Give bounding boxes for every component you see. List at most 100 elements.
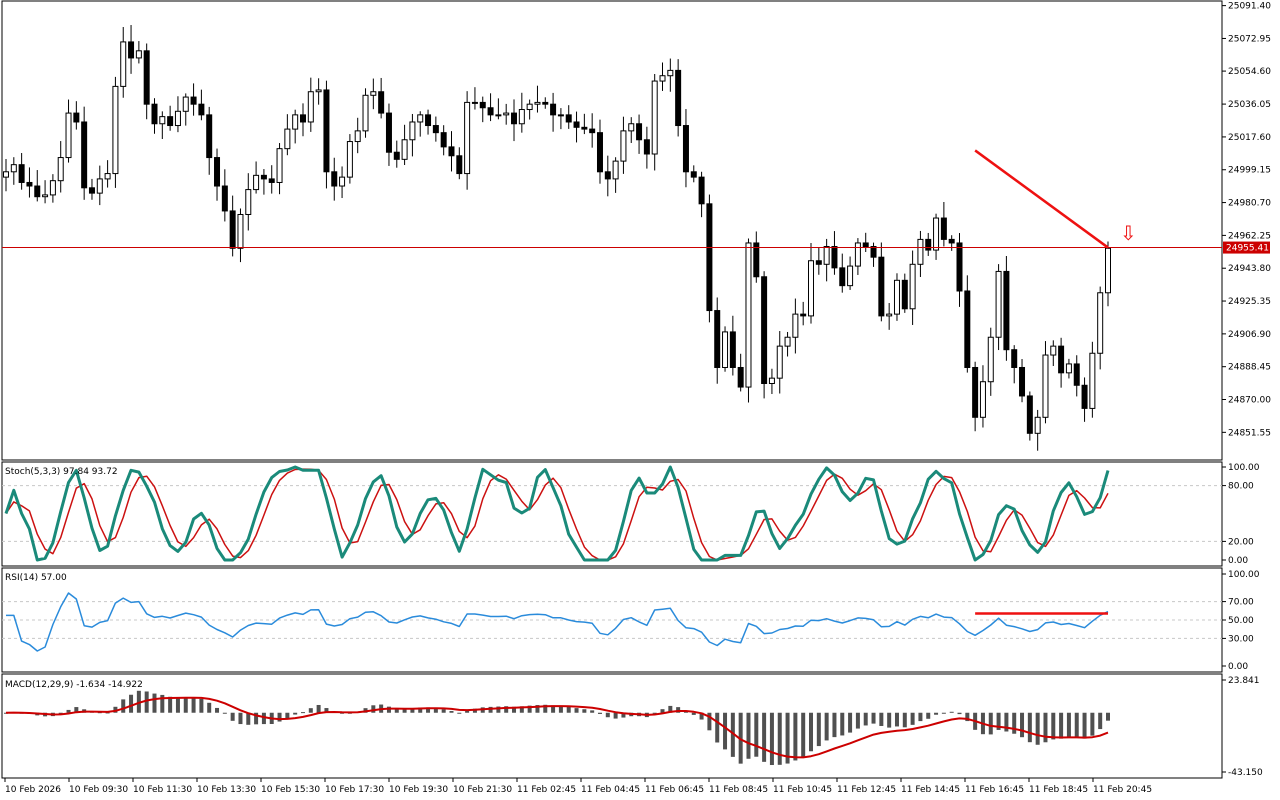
candle-body [768, 377, 775, 384]
indicator-tick-label: 30.00 [1228, 634, 1254, 644]
price-tick-label: 25054.60 [1228, 67, 1271, 77]
macd-histogram-bar [97, 712, 102, 714]
price-tick-label: 25072.95 [1228, 34, 1271, 44]
rsi-line [6, 592, 1109, 652]
candle-body [800, 313, 807, 317]
candle-body [667, 69, 674, 77]
candle-body [88, 187, 95, 194]
stochastic-signal-line [5, 468, 1109, 561]
candle-body [81, 121, 88, 189]
candle-body [808, 260, 815, 317]
candle-body [167, 116, 174, 127]
macd-histogram-bar [660, 709, 665, 713]
candle-body [1058, 345, 1065, 374]
macd-histogram-bar [300, 712, 305, 714]
macd-histogram-bar [152, 693, 157, 713]
macd-histogram-bar [230, 712, 235, 721]
macd-histogram-bar [551, 705, 556, 713]
macd-histogram-bar [777, 712, 782, 765]
macd-histogram-bar [1035, 712, 1040, 745]
macd-signal-line [5, 696, 1109, 759]
candle-body [495, 114, 502, 117]
time-tick-label: 11 Feb 16:45 [965, 785, 1024, 795]
candle-body [901, 279, 908, 310]
candle-body [18, 164, 25, 183]
candle-body [448, 146, 455, 157]
candle-body [815, 260, 822, 265]
macd-histogram-bar [449, 711, 454, 713]
candle-body [511, 112, 518, 125]
candle-body [174, 110, 181, 127]
candle-body [315, 89, 322, 93]
candle-body [229, 210, 236, 249]
macd-histogram-bar [1098, 712, 1103, 730]
candle-body [346, 141, 353, 178]
candle-body [979, 381, 986, 418]
macd-histogram-bar [1020, 712, 1025, 738]
candle-body [682, 125, 689, 173]
candle-body [690, 171, 697, 178]
candle-body [1065, 363, 1072, 374]
time-tick-label: 11 Feb 02:45 [517, 785, 576, 795]
candle-body [847, 265, 854, 287]
candle-body [206, 114, 213, 159]
macd-histogram-bar [183, 697, 188, 713]
candle-body [542, 101, 549, 105]
time-tick-label: 10 Feb 13:30 [197, 785, 256, 795]
macd-histogram-bar [1090, 712, 1095, 736]
time-tick-label: 11 Feb 10:45 [773, 785, 832, 795]
candle-body [3, 171, 9, 178]
indicator-tick-label: 20.00 [1228, 537, 1254, 547]
candle-body [370, 91, 377, 96]
macd-histogram-bar [426, 707, 431, 713]
candle-body [878, 256, 885, 317]
time-tick-label: 11 Feb 12:45 [837, 785, 896, 795]
candle-body [440, 132, 447, 148]
candle-body [292, 114, 299, 130]
indicator-tick-label: 80.00 [1228, 482, 1254, 492]
macd-histogram-bar [136, 690, 141, 713]
macd-histogram-bar [222, 712, 227, 714]
candle-body [698, 176, 705, 205]
time-tick-label: 10 Feb 19:30 [389, 785, 448, 795]
candle-body [245, 189, 252, 215]
macd-histogram-bar [4, 712, 8, 714]
candle-body [1019, 366, 1026, 397]
time-tick-label: 10 Feb 11:30 [133, 785, 192, 795]
macd-histogram-bar [848, 712, 853, 733]
macd-histogram-bar [504, 706, 509, 713]
macd-histogram-bar [191, 697, 196, 713]
candle-body [722, 331, 729, 368]
candle-body [159, 116, 166, 125]
macd-histogram-bar [715, 712, 720, 743]
indicator-tick-label: 70.00 [1228, 598, 1254, 608]
macd-histogram-bar [207, 702, 212, 713]
candle-body [526, 103, 533, 111]
macd-histogram-bar [707, 712, 712, 731]
macd-histogram-bar [410, 708, 415, 713]
candle-body [464, 101, 471, 175]
macd-histogram-bar [418, 707, 423, 713]
candle-body [182, 96, 189, 112]
macd-histogram-bar [730, 712, 735, 757]
macd-histogram-bar [402, 709, 407, 713]
indicator-tick-label: 100.00 [1228, 570, 1260, 580]
candle-body [925, 238, 932, 251]
candle-body [636, 123, 643, 141]
candle-body [401, 139, 408, 160]
price-tick-label: 24870.00 [1228, 396, 1271, 406]
candle-body [659, 75, 666, 82]
macd-histogram-bar [746, 712, 751, 759]
candle-body [268, 178, 275, 183]
price-tick-label: 24925.35 [1228, 297, 1271, 307]
time-tick-label: 10 Feb 21:30 [453, 785, 512, 795]
indicator-tick-label: 0.00 [1228, 556, 1248, 566]
price-tick-label: 25036.05 [1228, 100, 1271, 110]
candle-body [854, 242, 861, 267]
macd-histogram-bar [1106, 712, 1110, 721]
macd-histogram-bar [1074, 712, 1079, 738]
macd-histogram-bar [863, 712, 868, 726]
candle-body [104, 173, 111, 180]
candle-body [143, 50, 150, 105]
candle-body [557, 114, 564, 117]
